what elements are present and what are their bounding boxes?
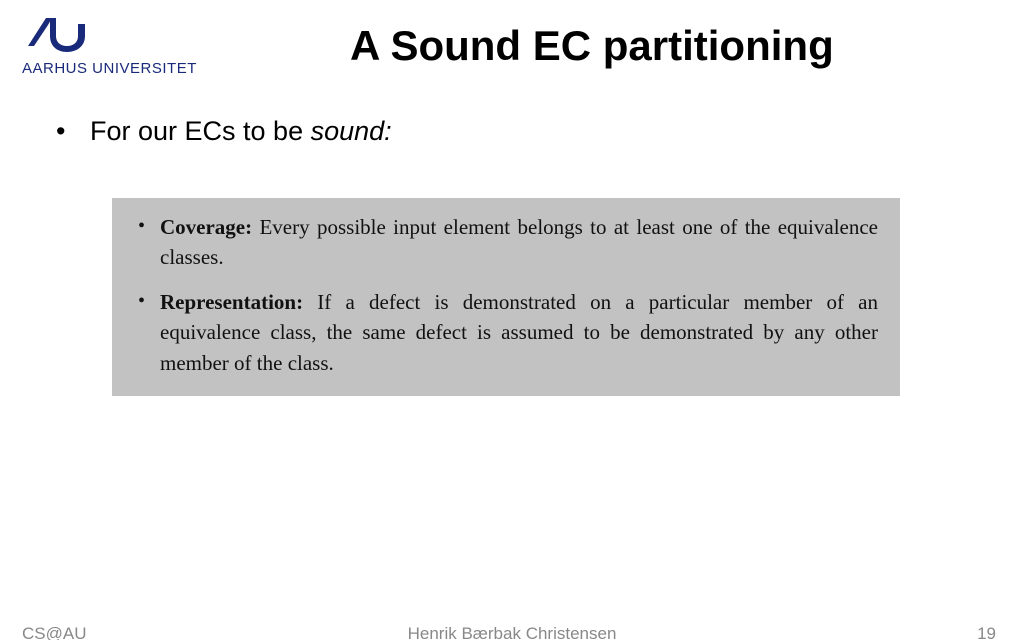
bullet-prefix: For our ECs to be xyxy=(90,116,311,146)
definition-text: Every possible input element belongs to … xyxy=(160,215,878,269)
definitions-box: Coverage: Every possible input element b… xyxy=(112,198,900,396)
footer-author: Henrik Bærbak Christensen xyxy=(0,624,1024,640)
definition-term: Coverage: xyxy=(160,215,252,239)
bullet-marker: • xyxy=(56,116,90,147)
definition-term: Representation: xyxy=(160,290,303,314)
slide: AARHUS UNIVERSITET A Sound EC partitioni… xyxy=(0,0,1024,640)
page-title: A Sound EC partitioning xyxy=(350,22,834,70)
university-name: AARHUS UNIVERSITET xyxy=(22,60,197,77)
definition-item: Representation: If a defect is demonstra… xyxy=(134,287,878,378)
bullet-italic: sound: xyxy=(311,116,392,146)
definition-item: Coverage: Every possible input element b… xyxy=(134,212,878,273)
footer-page-number: 19 xyxy=(977,624,996,640)
au-logo-icon xyxy=(22,12,197,54)
university-logo: AARHUS UNIVERSITET xyxy=(22,12,197,77)
intro-bullet: •For our ECs to be sound: xyxy=(56,116,392,147)
